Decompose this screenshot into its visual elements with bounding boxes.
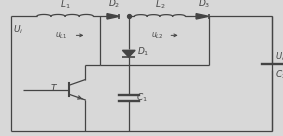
Text: $T$: $T$ <box>50 82 58 92</box>
Text: $L_1$: $L_1$ <box>60 0 70 11</box>
Polygon shape <box>122 50 135 57</box>
Polygon shape <box>196 14 209 19</box>
Text: $L_2$: $L_2$ <box>155 0 165 11</box>
Text: $U_o$: $U_o$ <box>275 51 283 63</box>
Text: $C_2$: $C_2$ <box>275 69 283 81</box>
Text: $C_1$: $C_1$ <box>136 92 148 104</box>
Text: $D_1$: $D_1$ <box>137 45 149 58</box>
Text: $U_i$: $U_i$ <box>13 24 23 36</box>
Text: $D_2$: $D_2$ <box>108 0 121 10</box>
Text: $u_{L1}$: $u_{L1}$ <box>55 30 67 41</box>
Polygon shape <box>107 14 119 19</box>
Text: $u_{L2}$: $u_{L2}$ <box>151 30 163 41</box>
Text: $D_3$: $D_3$ <box>198 0 210 10</box>
